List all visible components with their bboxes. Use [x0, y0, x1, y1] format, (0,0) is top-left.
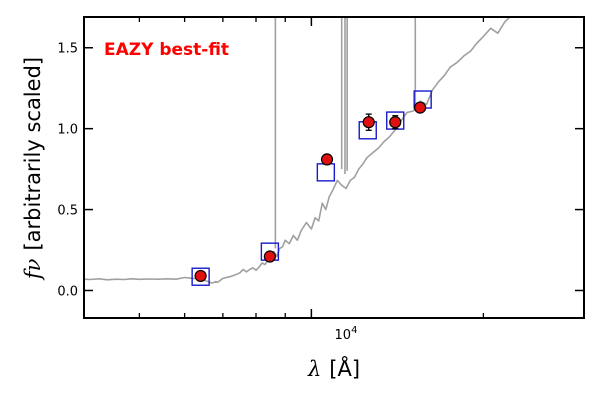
x-tick-label-base: 10 [335, 328, 352, 343]
plot-frame [83, 16, 585, 319]
y-tick-label: 0.5 [57, 204, 78, 219]
observed-photometry-point [414, 101, 427, 114]
y-axis-symbol: fν [21, 258, 45, 281]
x-axis-label: λ [Å] [307, 355, 360, 381]
template-photometry-square [316, 163, 336, 182]
emission-line-spikes [274, 17, 417, 249]
axis-ticks: 0.0 0.5 1.0 1.5 [57, 17, 584, 318]
template-photometry-square [191, 267, 210, 286]
observed-photometry-point [389, 116, 402, 129]
observed-photometry-point [362, 116, 375, 129]
observed-photometry-markers [194, 101, 427, 283]
observed-photometry-point [263, 250, 276, 263]
observed-photometry-point [194, 269, 207, 283]
y-tick-label: 1.5 [57, 42, 78, 57]
observed-errorbars [324, 103, 424, 164]
x-tick-label-1e4: 104 [335, 325, 358, 343]
y-tick-label: 0.0 [57, 284, 78, 299]
y-tick-label: 1.0 [57, 123, 78, 138]
x-tick-label-exponent: 4 [351, 325, 357, 336]
x-axis-unit: [Å] [329, 355, 360, 381]
observed-photometry-point [320, 153, 334, 166]
y-axis-unit: [arbitrarily scaled] [21, 57, 45, 251]
plot-area [84, 17, 511, 286]
x-axis-symbol: λ [307, 357, 321, 381]
annotation-label: EAZY best-fit [104, 40, 229, 60]
y-axis-label: fν [arbitrarily scaled] [21, 57, 45, 281]
